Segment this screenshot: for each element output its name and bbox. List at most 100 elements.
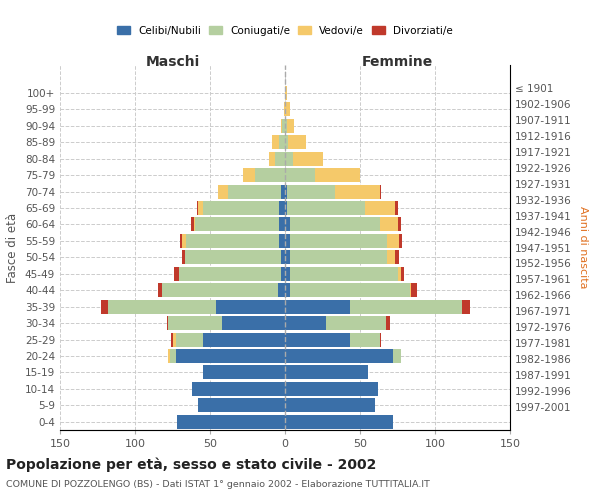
Bar (387, 234, 399, 248)
Bar (281, 267, 285, 281)
Bar (285, 168, 315, 182)
Bar (282, 119, 285, 133)
Bar (395, 201, 398, 215)
Bar (174, 267, 179, 281)
Bar (325, 316, 386, 330)
Bar (285, 234, 290, 248)
Bar (179, 267, 281, 281)
Bar (462, 300, 470, 314)
Legend: Celibi/Nubili, Coniugati/e, Vedovi/e, Divorziati/e: Celibi/Nubili, Coniugati/e, Vedovi/e, Di… (114, 23, 456, 39)
Bar (171, 332, 173, 346)
Bar (222, 316, 285, 330)
Bar (285, 102, 290, 117)
Bar (176, 349, 285, 363)
Bar (228, 184, 281, 198)
Bar (285, 86, 287, 100)
Bar (401, 267, 404, 281)
Bar (386, 316, 390, 330)
Bar (198, 201, 203, 215)
Bar (182, 234, 186, 248)
Bar (285, 300, 349, 314)
Bar (285, 382, 378, 396)
Bar (157, 284, 162, 297)
Bar (269, 152, 275, 166)
Bar (180, 234, 182, 248)
Bar (279, 136, 285, 149)
Y-axis label: Anni di nascita: Anni di nascita (578, 206, 588, 289)
Bar (285, 366, 367, 380)
Bar (285, 136, 288, 149)
Bar (285, 316, 325, 330)
Bar (173, 332, 176, 346)
Text: Maschi: Maschi (145, 55, 200, 69)
Bar (281, 250, 285, 264)
Bar (285, 152, 293, 166)
Bar (277, 284, 285, 297)
Bar (290, 218, 380, 232)
Bar (218, 184, 228, 198)
Bar (185, 250, 281, 264)
Bar (101, 300, 108, 314)
Bar (380, 184, 381, 198)
Bar (197, 201, 198, 215)
Bar (349, 300, 462, 314)
Bar (287, 119, 294, 133)
Bar (285, 284, 290, 297)
Bar (168, 316, 222, 330)
Bar (285, 398, 375, 412)
Bar (398, 267, 401, 281)
Bar (167, 316, 168, 330)
Bar (285, 119, 287, 133)
Bar (285, 201, 287, 215)
Bar (192, 382, 285, 396)
Bar (335, 184, 380, 198)
Bar (193, 218, 195, 232)
Bar (285, 218, 290, 232)
Bar (285, 332, 349, 346)
Text: Popolazione per età, sesso e stato civile - 2002: Popolazione per età, sesso e stato civil… (6, 458, 376, 472)
Bar (290, 234, 387, 248)
Bar (281, 119, 282, 133)
Bar (398, 218, 401, 232)
Bar (395, 250, 399, 264)
Bar (399, 234, 402, 248)
Y-axis label: Fasce di età: Fasce di età (7, 212, 19, 282)
Bar (279, 201, 285, 215)
Bar (176, 332, 203, 346)
Bar (198, 398, 285, 412)
Bar (279, 218, 285, 232)
Bar (255, 168, 285, 182)
Bar (191, 218, 193, 232)
Bar (284, 102, 285, 117)
Bar (380, 218, 398, 232)
Bar (287, 184, 335, 198)
Bar (203, 332, 285, 346)
Bar (393, 349, 401, 363)
Bar (365, 201, 395, 215)
Bar (293, 152, 323, 166)
Bar (271, 136, 279, 149)
Bar (108, 300, 216, 314)
Bar (203, 366, 285, 380)
Bar (409, 284, 411, 297)
Bar (349, 332, 380, 346)
Bar (387, 250, 395, 264)
Text: Femmine: Femmine (362, 55, 433, 69)
Bar (162, 284, 277, 297)
Bar (195, 218, 279, 232)
Bar (281, 184, 285, 198)
Text: COMUNE DI POZZOLENGO (BS) - Dati ISTAT 1° gennaio 2002 - Elaborazione TUTTITALIA: COMUNE DI POZZOLENGO (BS) - Dati ISTAT 1… (6, 480, 430, 489)
Bar (285, 349, 393, 363)
Bar (170, 349, 176, 363)
Bar (380, 332, 381, 346)
Bar (279, 234, 285, 248)
Bar (287, 201, 365, 215)
Bar (168, 349, 170, 363)
Bar (290, 250, 387, 264)
Bar (243, 168, 255, 182)
Bar (288, 136, 306, 149)
Bar (285, 267, 290, 281)
Bar (315, 168, 360, 182)
Bar (290, 267, 398, 281)
Bar (275, 152, 285, 166)
